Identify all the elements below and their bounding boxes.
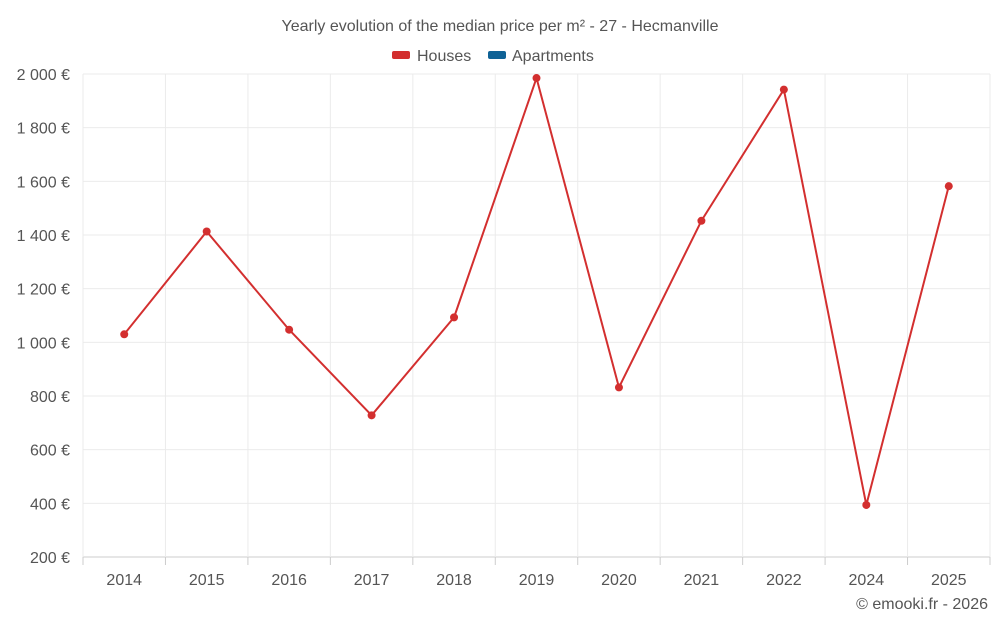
- legend-label-houses: Houses: [417, 48, 471, 65]
- data-point-houses[interactable]: [944, 182, 953, 191]
- data-point-houses[interactable]: [450, 313, 459, 322]
- y-tick-label: 800 €: [30, 389, 70, 406]
- credit-text: © emooki.fr - 2026: [856, 596, 988, 613]
- x-tick-label: 2015: [189, 572, 225, 589]
- legend-item-houses[interactable]: Houses: [392, 48, 471, 65]
- legend-swatch-houses: [392, 51, 410, 59]
- legend: Houses Apartments: [392, 48, 594, 65]
- y-tick-label: 1 600 €: [17, 174, 70, 191]
- data-point-houses[interactable]: [697, 216, 706, 225]
- x-tick-label: 2017: [354, 572, 390, 589]
- x-tick-label: 2016: [271, 572, 307, 589]
- data-point-houses[interactable]: [367, 411, 376, 420]
- data-point-houses[interactable]: [202, 227, 211, 236]
- plot-area: [120, 74, 953, 509]
- legend-label-apartments: Apartments: [512, 48, 594, 65]
- x-tick-label: 2020: [601, 572, 637, 589]
- y-tick-label: 200 €: [30, 550, 70, 567]
- x-tick-label: 2022: [766, 572, 802, 589]
- y-tick-label: 1 800 €: [17, 121, 70, 138]
- data-point-houses[interactable]: [614, 383, 623, 392]
- chart-title: Yearly evolution of the median price per…: [282, 18, 719, 35]
- data-point-houses[interactable]: [779, 85, 788, 94]
- y-tick-label: 1 400 €: [17, 228, 70, 245]
- y-tick-label: 1 000 €: [17, 335, 70, 352]
- x-axis: 2014 2015 2016 2017 2018 2019 2020 2021 2022 2024…: [82, 557, 991, 589]
- x-tick-label: 2021: [684, 572, 720, 589]
- x-tick-label: 2019: [519, 572, 555, 589]
- data-point-houses[interactable]: [862, 500, 871, 509]
- grid-lines: [82, 73, 991, 558]
- legend-swatch-apartments: [488, 51, 506, 59]
- x-tick-label: 2018: [436, 572, 472, 589]
- legend-item-apartments[interactable]: Apartments: [488, 48, 594, 65]
- x-tick-label: 2014: [106, 572, 142, 589]
- data-point-houses[interactable]: [285, 325, 294, 334]
- y-tick-label: 2 000 €: [17, 67, 70, 84]
- x-tick-label: 2025: [931, 572, 967, 589]
- x-tick-label: 2024: [849, 572, 885, 589]
- y-tick-label: 1 200 €: [17, 282, 70, 299]
- data-point-houses[interactable]: [532, 74, 541, 83]
- data-point-houses[interactable]: [120, 330, 129, 339]
- y-tick-label: 400 €: [30, 496, 70, 513]
- y-tick-label: 600 €: [30, 443, 70, 460]
- y-axis: 200 € 400 € 600 € 800 € 1 000 € 1 200 € 1 400 …: [17, 67, 70, 567]
